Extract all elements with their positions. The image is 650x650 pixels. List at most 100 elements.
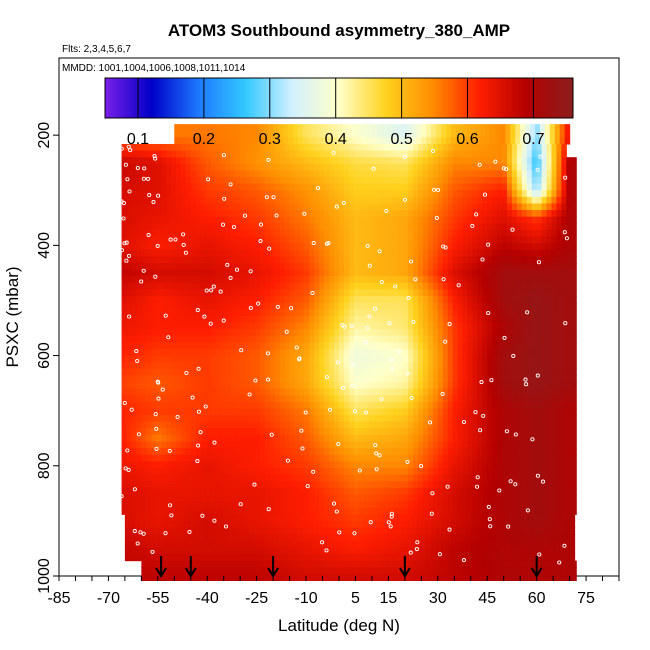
heatmap-cell (441, 137, 447, 145)
heatmap-cell (151, 263, 157, 271)
heatmap-cell (307, 124, 314, 132)
heatmap-cell (156, 170, 162, 178)
heatmap-cell (472, 467, 478, 476)
heatmap-cell (220, 448, 226, 456)
heatmap-cell (561, 355, 567, 363)
heatmap-cell (418, 203, 424, 211)
heatmap-cell (151, 170, 157, 178)
heatmap-cell (175, 348, 182, 357)
heatmap-cell (427, 210, 434, 218)
heatmap-cell (259, 329, 266, 337)
heatmap-cell (571, 421, 577, 429)
heatmap-cell (487, 322, 493, 330)
heatmap-cell (126, 309, 133, 317)
heatmap-cell (475, 130, 482, 138)
heatmap-cell (131, 163, 138, 172)
heatmap-cell (200, 203, 207, 211)
heatmap-cell (343, 296, 350, 304)
heatmap-cell (348, 434, 355, 443)
heatmap-cell (413, 216, 419, 224)
heatmap-cell (462, 467, 469, 476)
heatmap-cell (408, 322, 414, 330)
heatmap-cell (497, 415, 503, 423)
heatmap-cell (274, 441, 281, 449)
heatmap-cell (432, 243, 439, 251)
heatmap-cell (403, 448, 409, 456)
heatmap-cell (544, 137, 551, 145)
heatmap-cell (388, 150, 394, 158)
heatmap-cell (423, 467, 429, 476)
heatmap-cell (195, 428, 202, 436)
heatmap-cell (279, 335, 286, 343)
heatmap-cell (406, 130, 413, 138)
heatmap-cell (220, 263, 226, 271)
heatmap-cell (541, 428, 548, 436)
heatmap-cell (146, 236, 152, 244)
heatmap-cell (393, 236, 399, 244)
heatmap-cell (556, 256, 562, 264)
heatmap-cell (462, 143, 469, 152)
heatmap-cell (185, 481, 192, 489)
heatmap-cell (215, 203, 222, 211)
heatmap-cell (215, 474, 222, 482)
heatmap-cell (322, 124, 329, 132)
heatmap-cell (324, 415, 330, 423)
heatmap-cell (373, 263, 380, 271)
heatmap-cell (571, 322, 577, 330)
heatmap-cell (299, 256, 306, 264)
heatmap-cell (521, 461, 528, 469)
heatmap-cell (472, 150, 478, 158)
heatmap-cell (437, 408, 444, 416)
heatmap-cell (269, 249, 276, 257)
heatmap-cell (294, 289, 301, 297)
heatmap-cell (210, 157, 217, 165)
heatmap-cell (467, 474, 474, 482)
heatmap-cell (250, 388, 256, 396)
heatmap-cell (141, 236, 147, 244)
heatmap-cell (195, 229, 202, 238)
heatmap-cell (556, 474, 562, 482)
heatmap-cell (566, 249, 572, 257)
heatmap-cell (413, 302, 419, 310)
heatmap-cell (541, 408, 548, 416)
heatmap-cell (480, 124, 487, 132)
heatmap-cell (475, 124, 482, 132)
heatmap-cell (531, 348, 538, 357)
heatmap-cell (264, 315, 271, 324)
heatmap-cell (166, 269, 172, 277)
heatmap-cell (250, 143, 256, 152)
heatmap-cell (437, 190, 444, 198)
heatmap-cell (403, 190, 409, 198)
heatmap-cell (161, 421, 167, 429)
heatmap-cell (121, 196, 128, 205)
heatmap-cell (363, 229, 370, 238)
heatmap-cell (353, 375, 360, 383)
heatmap-cell (141, 269, 147, 277)
heatmap-cell (230, 335, 236, 343)
heatmap-cell (403, 441, 409, 449)
heatmap-cell (482, 348, 488, 357)
heatmap-cell (556, 415, 562, 423)
heatmap-cell (175, 210, 182, 218)
heatmap-cell (442, 223, 449, 231)
heatmap-cell (121, 382, 128, 390)
heatmap-cell (467, 375, 474, 383)
heatmap-cell (403, 434, 409, 443)
heatmap-cell (171, 282, 177, 291)
heatmap-cell (373, 269, 380, 277)
heatmap-cell (259, 388, 266, 396)
heatmap-cell (526, 368, 533, 377)
heatmap-cell (121, 170, 128, 178)
heatmap-cell (309, 236, 315, 244)
heatmap-cell (393, 269, 399, 277)
heatmap-cell (309, 196, 315, 205)
heatmap-cell (511, 196, 518, 205)
heatmap-cell (131, 177, 138, 185)
heatmap-cell (171, 348, 177, 357)
heatmap-cell (362, 130, 368, 138)
heatmap-cell (393, 150, 399, 158)
heatmap-cell (195, 329, 202, 337)
heatmap-cell (304, 448, 310, 456)
heatmap-cell (151, 342, 157, 350)
heatmap-cell (393, 355, 399, 363)
